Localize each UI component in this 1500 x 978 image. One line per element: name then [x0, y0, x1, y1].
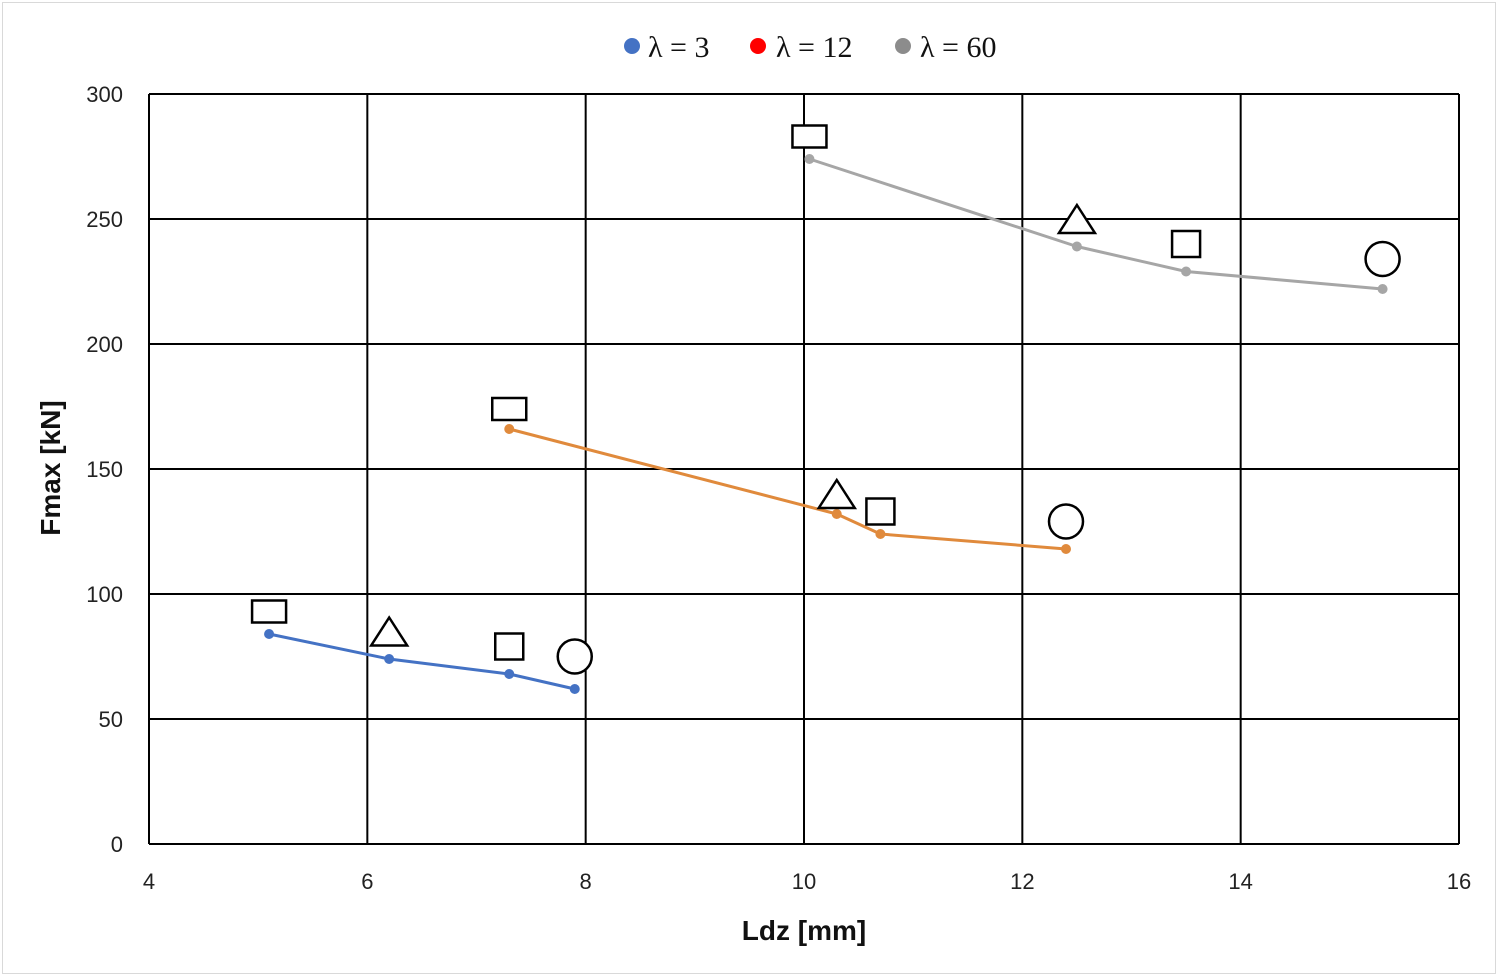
triangle-marker-1 — [368, 615, 410, 647]
x-tick-label-3: 10 — [792, 869, 816, 894]
series-lines — [268, 157, 1383, 691]
x-tick-label-1: 6 — [361, 869, 373, 894]
circle-marker-7 — [1047, 503, 1085, 540]
circle-marker-3 — [556, 638, 593, 675]
x-tick-label-0: 4 — [143, 869, 155, 894]
series-0-line — [268, 632, 576, 691]
rect-marker-4 — [491, 396, 528, 422]
series-0-point-1 — [384, 654, 395, 664]
series-1-point-1 — [831, 509, 842, 519]
y-tick-label-1: 50 — [99, 707, 123, 732]
series-0-point-2 — [504, 669, 515, 679]
series-2-point-1 — [1071, 241, 1082, 252]
y-tick-label-3: 150 — [86, 457, 123, 482]
series-1-line — [508, 427, 1067, 551]
series-1-point-0 — [504, 424, 515, 434]
rect-marker-0 — [250, 599, 288, 624]
series-0-point-3 — [569, 684, 580, 694]
y-axis-title: Fmax [kN] — [35, 400, 66, 535]
shape-markers — [250, 124, 1401, 675]
series-2-point-0 — [804, 154, 815, 164]
series-1-point-3 — [1061, 544, 1071, 554]
x-axis-title: Ldz [mm] — [742, 915, 866, 946]
legend-label-1: λ = 12 — [776, 31, 852, 64]
x-tick-label-5: 14 — [1228, 869, 1252, 894]
legend-marker-2 — [895, 38, 911, 54]
x-tick-label-4: 12 — [1010, 869, 1034, 894]
square-marker-2 — [494, 632, 525, 661]
y-tick-labels: 0 50 100 150 200 250 300 — [86, 82, 123, 857]
square-marker-10 — [1170, 229, 1202, 259]
series-2-line — [809, 157, 1383, 291]
legend-marker-1 — [750, 38, 766, 54]
circle-marker-11 — [1364, 240, 1401, 278]
y-tick-label-5: 250 — [86, 207, 123, 232]
y-tick-label-0: 0 — [111, 832, 123, 857]
series-points — [264, 154, 1388, 694]
legend-marker-0 — [624, 38, 640, 54]
legend: λ = 3 λ = 12 λ = 60 — [624, 31, 996, 64]
x-tick-labels: 4 6 8 10 12 14 16 — [143, 869, 1471, 894]
grid — [148, 93, 1460, 845]
series-1-point-2 — [875, 529, 886, 539]
x-tick-label-2: 8 — [580, 869, 592, 894]
y-tick-label-6: 300 — [86, 82, 123, 107]
square-marker-6 — [865, 497, 896, 526]
rect-marker-8 — [791, 124, 828, 149]
triangle-marker-9 — [1056, 202, 1098, 235]
legend-label-0: λ = 3 — [648, 31, 709, 64]
x-tick-label-6: 16 — [1447, 869, 1471, 894]
y-tick-label-2: 100 — [86, 582, 123, 607]
triangle-marker-5 — [816, 477, 858, 510]
y-tick-label-4: 200 — [86, 332, 123, 357]
series-2-point-2 — [1181, 266, 1192, 277]
legend-label-2: λ = 60 — [920, 31, 996, 64]
series-0-point-0 — [264, 629, 275, 639]
series-2-point-3 — [1377, 284, 1388, 294]
